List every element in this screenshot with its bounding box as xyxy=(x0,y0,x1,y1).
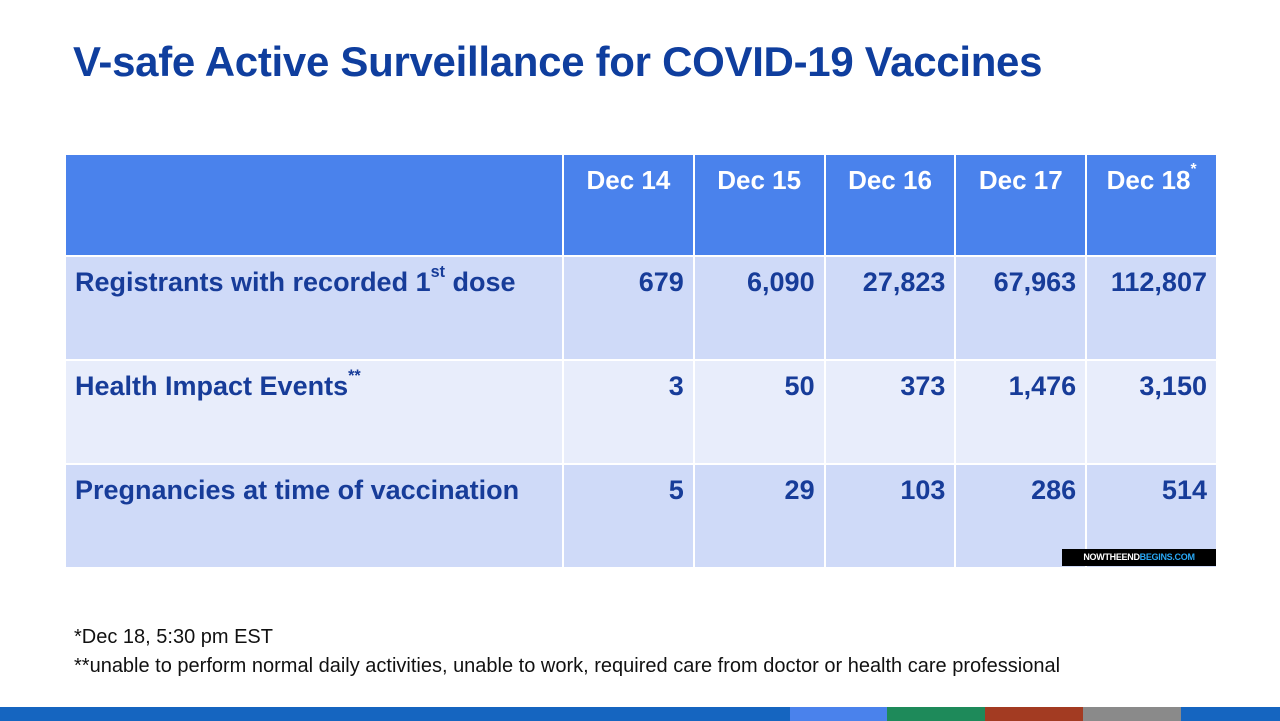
table-cell: 67,963 xyxy=(954,255,1088,361)
row-label-registrants: Registrants with recorded 1st dose xyxy=(64,255,564,361)
header-row: Dec 14 Dec 15 Dec 16 Dec 17 Dec 18* xyxy=(64,153,1218,257)
table-cell: 103 xyxy=(823,463,957,569)
table-cell: 3,150 xyxy=(1085,359,1218,465)
header-blank-cell xyxy=(64,153,564,257)
row-label-pregnancies: Pregnancies at time of vaccination xyxy=(64,463,564,569)
table-cell: 50 xyxy=(692,359,826,465)
footnote-2: **unable to perform normal daily activit… xyxy=(74,655,1061,677)
watermark-part1: NOWTHEEND xyxy=(1083,552,1140,562)
footnotes: *Dec 18, 5:30 pm EST **unable to perform… xyxy=(74,623,1060,681)
table-cell: 112,807 xyxy=(1085,255,1218,361)
table-cell: 373 xyxy=(823,359,957,465)
header-dec16: Dec 16 xyxy=(823,153,957,257)
header-dec14: Dec 14 xyxy=(562,153,695,257)
table-cell: 6,090 xyxy=(692,255,826,361)
bar-segment-blue-end xyxy=(1181,707,1280,721)
table-cell: 29 xyxy=(692,463,826,569)
table-cell: 27,823 xyxy=(823,255,957,361)
footnote-1: *Dec 18, 5:30 pm EST xyxy=(74,626,273,648)
table-cell: 3 xyxy=(562,359,695,465)
bar-segment-green xyxy=(887,707,985,721)
slide-title: V-safe Active Surveillance for COVID-19 … xyxy=(73,38,1043,85)
table-cell: 5 xyxy=(562,463,695,569)
watermark-part2: BEGINS.COM xyxy=(1139,552,1195,562)
row-registrants: Registrants with recorded 1st dose 679 6… xyxy=(64,255,1218,361)
row-pregnancies: Pregnancies at time of vaccination 5 29 … xyxy=(64,463,1218,569)
watermark: NOWTHEENDBEGINS.COM xyxy=(1062,549,1216,566)
header-dec18: Dec 18* xyxy=(1085,153,1218,257)
row-label-health-impact: Health Impact Events** xyxy=(64,359,564,465)
bar-segment-light-blue xyxy=(790,707,887,721)
row-health-impact: Health Impact Events** 3 50 373 1,476 3,… xyxy=(64,359,1218,465)
header-dec17: Dec 17 xyxy=(954,153,1088,257)
bar-segment-blue xyxy=(0,707,790,721)
table-cell: 286 xyxy=(954,463,1088,569)
table-cell: 1,476 xyxy=(954,359,1088,465)
header-dec15: Dec 15 xyxy=(692,153,826,257)
bar-segment-red xyxy=(985,707,1083,721)
bottom-color-bar xyxy=(0,707,1280,721)
table-cell: 679 xyxy=(562,255,695,361)
surveillance-table: Dec 14 Dec 15 Dec 16 Dec 17 Dec 18* Regi… xyxy=(64,153,1218,569)
bar-segment-gray xyxy=(1083,707,1181,721)
